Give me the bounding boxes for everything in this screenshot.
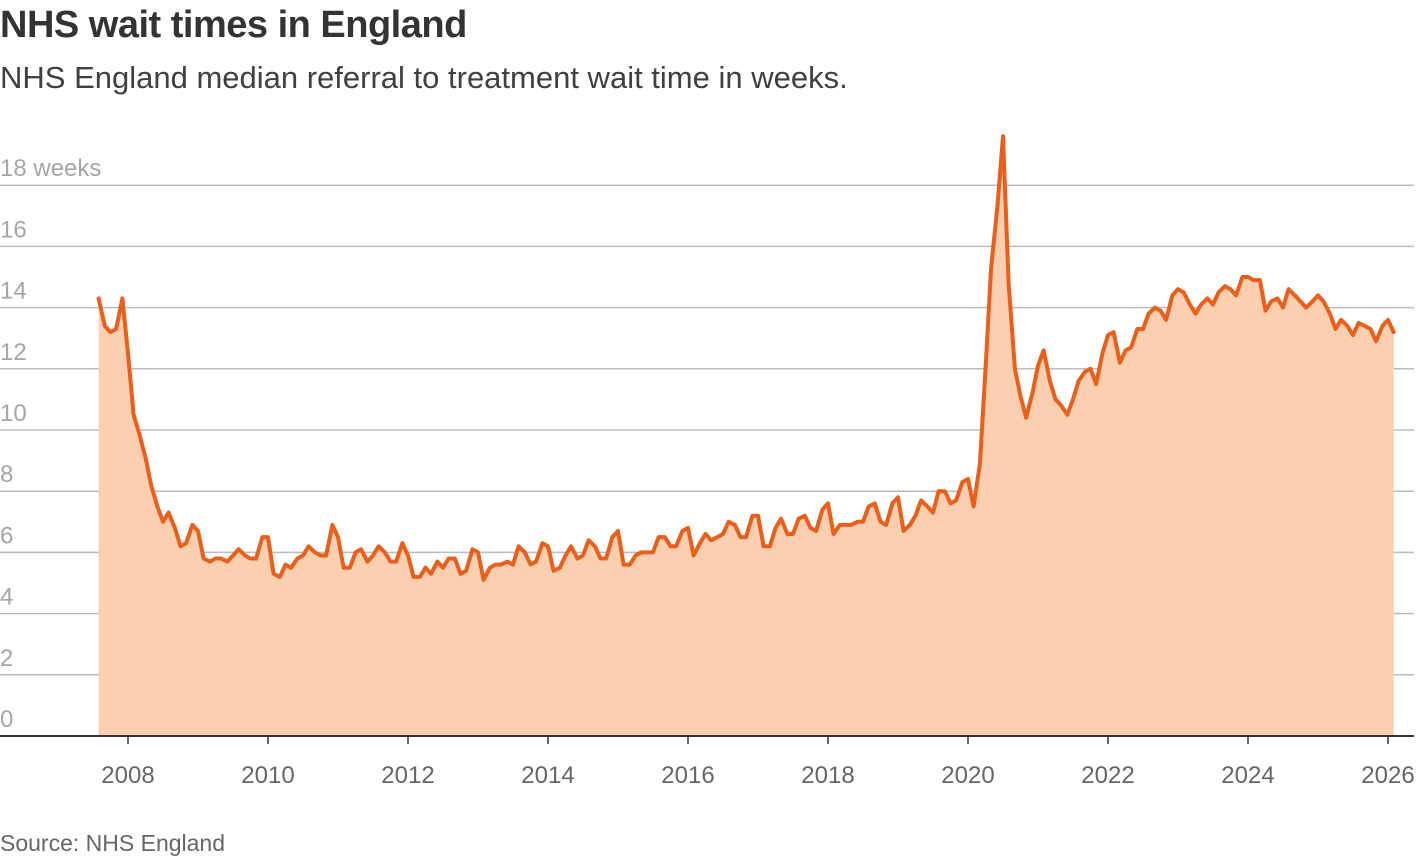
x-tick-label: 2010 bbox=[241, 762, 294, 789]
x-tick-label: 2014 bbox=[521, 762, 574, 789]
x-tick-label: 2012 bbox=[381, 762, 434, 789]
chart-title: NHS wait times in England bbox=[0, 4, 467, 46]
x-tick-label: 2016 bbox=[661, 762, 714, 789]
chart-subtitle: NHS England median referral to treatment… bbox=[0, 60, 848, 95]
area-fill bbox=[98, 136, 1394, 736]
y-tick-label: 8 bbox=[0, 461, 13, 488]
y-axis-labels: 0 2 4 6 8 10 12 14 16 18 weeks bbox=[0, 155, 101, 733]
source-note: Source: NHS England bbox=[0, 830, 226, 856]
y-tick-label: 14 bbox=[0, 278, 27, 305]
x-axis-labels: 2008 2010 2012 2014 2016 2018 2020 2022 2024 2026 bbox=[101, 736, 1415, 789]
y-tick-label: 18 weeks bbox=[0, 155, 101, 182]
y-tick-label: 2 bbox=[0, 645, 13, 672]
x-tick-label: 2026 bbox=[1361, 762, 1414, 789]
y-tick-label: 4 bbox=[0, 584, 13, 611]
y-tick-label: 0 bbox=[0, 706, 13, 733]
series-line bbox=[96, 134, 1396, 582]
y-tick-label: 16 bbox=[0, 216, 27, 243]
x-tick-label: 2024 bbox=[1221, 762, 1274, 789]
y-tick-label: 6 bbox=[0, 522, 13, 549]
x-tick-label: 2020 bbox=[941, 762, 994, 789]
x-tick-label: 2008 bbox=[101, 762, 154, 789]
x-tick-label: 2022 bbox=[1081, 762, 1134, 789]
x-tick-label: 2018 bbox=[801, 762, 854, 789]
y-tick-label: 10 bbox=[0, 400, 27, 427]
y-tick-label: 12 bbox=[0, 339, 27, 366]
